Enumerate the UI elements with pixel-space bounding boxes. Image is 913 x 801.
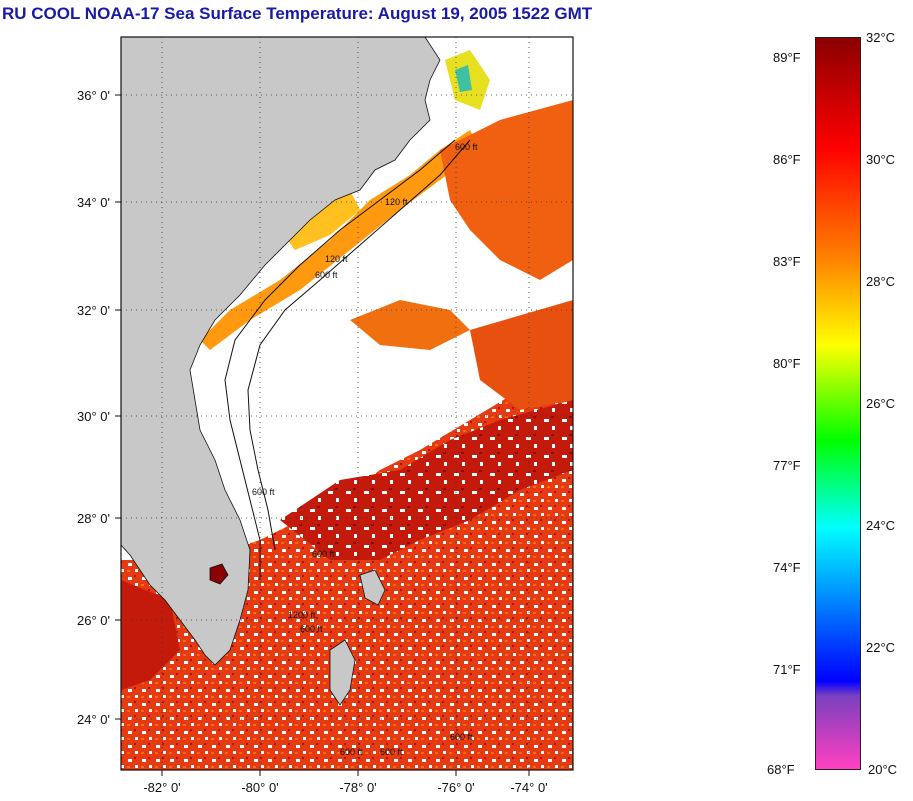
colorbar-f-74: 74°F bbox=[773, 560, 801, 575]
land-southeast-us bbox=[121, 37, 441, 666]
graticule bbox=[121, 37, 573, 770]
lat-label-36: 36° 0' bbox=[77, 88, 110, 103]
lat-label-28: 28° 0' bbox=[77, 511, 110, 526]
contour-label: 120 ft bbox=[325, 254, 348, 264]
colorbar-c-30: 30°C bbox=[866, 152, 896, 167]
contour-label: 600 ft bbox=[380, 747, 403, 757]
offshore-warm-north bbox=[440, 100, 573, 280]
colorbar-f-68: 68°F bbox=[767, 762, 795, 777]
lat-label-30: 30° 0' bbox=[77, 409, 110, 424]
contour-label: 600 ft bbox=[252, 487, 275, 497]
contour-label: 1200 ft bbox=[288, 610, 316, 620]
colorbar-c-24: 24°C bbox=[866, 518, 896, 533]
lon-label-76: -76° 0' bbox=[437, 780, 474, 795]
warm-patch-east bbox=[470, 300, 573, 410]
contour-label: 600 ft bbox=[312, 549, 335, 559]
colorbar-f-77: 77°F bbox=[773, 458, 801, 473]
lon-label-82: -82° 0' bbox=[143, 780, 180, 795]
colorbar-f-89: 89°F bbox=[773, 50, 801, 65]
lon-label-80: -80° 0' bbox=[241, 780, 278, 795]
lat-label-24: 24° 0' bbox=[77, 712, 110, 727]
lon-label-74: -74° 0' bbox=[510, 780, 547, 795]
contour-600ft bbox=[247, 139, 471, 551]
colorbar-f-71: 71°F bbox=[773, 662, 801, 677]
colorbar-c-20: 20°C bbox=[868, 762, 898, 777]
contour-label: 600 ft bbox=[455, 142, 478, 152]
lat-label-26: 26° 0' bbox=[77, 613, 110, 628]
contour-label: 600 ft bbox=[340, 747, 363, 757]
map-area bbox=[121, 37, 573, 770]
land-andros bbox=[329, 639, 356, 706]
contour-label: 600 ft bbox=[450, 732, 473, 742]
lat-label-32: 32° 0' bbox=[77, 303, 110, 318]
colorbar-f-83: 83°F bbox=[773, 254, 801, 269]
map-title: RU COOL NOAA-17 Sea Surface Temperature:… bbox=[2, 4, 593, 23]
lat-label-34: 34° 0' bbox=[77, 195, 110, 210]
lake-okeechobee bbox=[209, 563, 229, 585]
contour-120ft bbox=[224, 139, 456, 580]
colorbar-c-26: 26°C bbox=[866, 396, 896, 411]
cool-patch-teal bbox=[455, 65, 472, 92]
colorbar-c-28: 28°C bbox=[866, 274, 896, 289]
colorbar-c-22: 22°C bbox=[866, 640, 896, 655]
lon-label-78: -78° 0' bbox=[339, 780, 376, 795]
contour-label: 120 ft bbox=[385, 197, 408, 207]
hot-water-west bbox=[121, 580, 180, 690]
yellow-coastal bbox=[280, 190, 360, 250]
colorbar-c-32: 32°C bbox=[866, 30, 896, 45]
contour-labels: 600 ft 120 ft 600 ft 120 ft 600 ft 600 f… bbox=[252, 142, 478, 757]
temperature-colorbar bbox=[815, 37, 861, 770]
axis-ticks bbox=[115, 94, 530, 776]
colorbar-f-80: 80°F bbox=[773, 356, 801, 371]
colorbar-f-86: 86°F bbox=[773, 152, 801, 167]
offshore-warm-mid bbox=[350, 300, 470, 350]
contour-label: 600 ft bbox=[315, 270, 338, 280]
land-abaco bbox=[359, 569, 386, 606]
contour-label: 600 ft bbox=[300, 624, 323, 634]
hot-water-gulfstream bbox=[280, 400, 573, 560]
